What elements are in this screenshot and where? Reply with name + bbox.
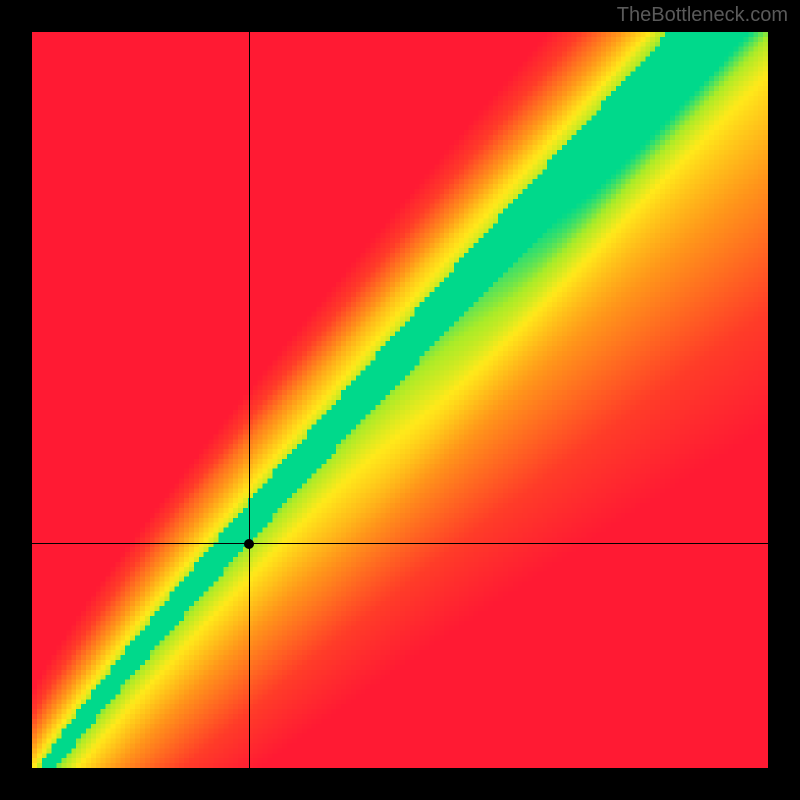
crosshair-marker: [244, 539, 254, 549]
crosshair-horizontal: [32, 543, 768, 544]
heatmap-plot: [32, 32, 768, 768]
watermark-text: TheBottleneck.com: [617, 4, 788, 27]
heatmap-canvas: [32, 32, 768, 768]
crosshair-vertical: [249, 32, 250, 768]
